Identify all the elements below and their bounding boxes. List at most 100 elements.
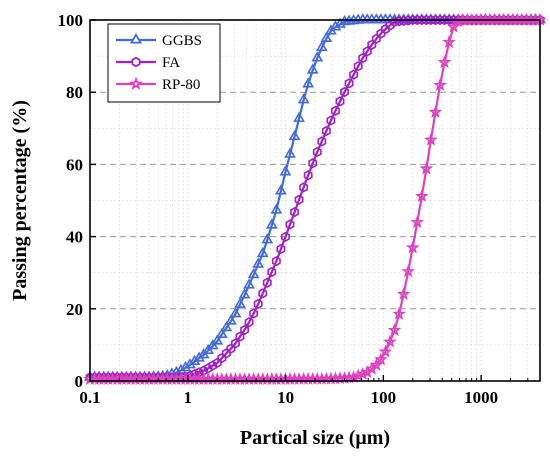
data-point-fa <box>249 308 259 319</box>
data-point-rp-80 <box>419 161 434 175</box>
data-point-ggbs <box>211 334 224 345</box>
data-point-fa <box>326 115 336 126</box>
data-point-fa <box>290 206 299 218</box>
data-point-fa <box>358 52 368 64</box>
y-tick-label: 20 <box>66 300 83 319</box>
data-point-fa <box>317 136 327 147</box>
data-point-fa <box>340 86 349 98</box>
data-point-rp-80 <box>424 132 438 146</box>
data-point-fa <box>303 170 313 181</box>
data-point-fa <box>421 14 431 26</box>
x-tick-label: 1 <box>184 388 193 407</box>
data-point-fa <box>262 277 272 288</box>
data-point-fa <box>208 360 218 371</box>
data-point-fa <box>431 14 440 26</box>
data-point-rp-80 <box>387 323 402 337</box>
data-point-ggbs <box>329 20 342 31</box>
data-point-fa <box>376 28 386 39</box>
data-point-ggbs <box>252 257 265 268</box>
data-point-fa <box>308 158 318 169</box>
data-point-rp-80 <box>396 287 411 300</box>
data-point-ggbs <box>234 297 246 308</box>
data-point-rp-80 <box>374 352 388 366</box>
data-point-ggbs <box>297 93 310 104</box>
data-point-ggbs <box>229 307 242 318</box>
data-point-ggbs <box>256 246 269 258</box>
data-point-rp-80 <box>355 366 370 380</box>
data-point-ggbs <box>270 203 283 214</box>
data-point-fa <box>221 348 231 359</box>
data-point-ggbs <box>275 184 287 195</box>
legend-marker-fa <box>131 56 141 68</box>
data-point-fa <box>240 324 249 336</box>
data-point-fa <box>353 61 363 72</box>
data-point-fa <box>417 14 427 26</box>
data-point-ggbs <box>261 233 274 244</box>
data-point-fa <box>335 96 345 107</box>
data-point-fa <box>321 125 331 137</box>
data-point-ggbs <box>279 165 292 176</box>
y-axis-title: Passing percentage (%) <box>9 100 31 301</box>
y-tick-label: 100 <box>58 11 84 30</box>
legend-label-ggbs: GGBS <box>162 33 202 49</box>
legend: GGBS FA RP-80 <box>107 23 221 103</box>
data-point-ggbs <box>215 327 228 338</box>
data-point-fa <box>331 105 340 116</box>
data-point-ggbs <box>311 51 324 62</box>
legend-label-fa: FA <box>162 55 180 71</box>
data-point-fa <box>235 331 245 342</box>
data-point-ggbs <box>202 343 215 355</box>
data-point-fa <box>217 353 227 364</box>
data-point-ggbs <box>293 111 305 122</box>
data-point-fa <box>212 357 222 369</box>
data-point-fa <box>426 14 436 26</box>
data-point-rp-80 <box>437 55 452 69</box>
data-point-ggbs <box>306 63 319 74</box>
legend-marker-rp-80 <box>128 76 144 90</box>
axis-ticks: 0.1 1 10 100 1000 0 20 40 60 80 100 <box>58 11 529 407</box>
data-point-fa <box>408 14 418 26</box>
legend-label-rp-80: RP-80 <box>162 77 200 93</box>
data-point-ggbs <box>220 321 233 332</box>
data-point-fa <box>253 298 263 310</box>
data-point-ggbs <box>225 314 237 325</box>
data-point-rp-80 <box>428 105 443 118</box>
data-point-ggbs <box>320 31 333 42</box>
x-tick-label: 0.1 <box>79 388 100 407</box>
data-point-ggbs <box>243 278 255 289</box>
data-point-rp-80 <box>446 19 461 33</box>
data-point-rp-80 <box>351 368 365 382</box>
data-point-fa <box>435 14 445 26</box>
data-point-rp-80 <box>433 78 447 91</box>
data-point-fa <box>299 182 309 193</box>
data-point-rp-80 <box>410 215 425 229</box>
data-point-fa <box>385 20 395 31</box>
x-tick-label: 10 <box>277 388 294 407</box>
data-point-fa <box>444 14 454 26</box>
data-point-fa <box>285 219 295 230</box>
data-point-fa <box>349 69 359 80</box>
data-point-fa <box>294 194 304 205</box>
y-tick-label: 80 <box>66 83 83 102</box>
x-tick-label: 100 <box>371 388 397 407</box>
data-point-fa <box>381 23 390 35</box>
data-point-fa <box>244 317 254 328</box>
data-point-fa <box>271 256 281 267</box>
data-point-ggbs <box>284 147 296 158</box>
data-point-fa <box>231 338 240 349</box>
data-point-ggbs <box>265 218 278 229</box>
data-point-fa <box>344 78 354 89</box>
x-tick-label: 1000 <box>464 388 498 407</box>
x-axis-title: Partical size (μm) <box>240 427 390 449</box>
y-tick-label: 0 <box>75 372 84 391</box>
data-point-ggbs <box>315 40 328 52</box>
data-point-fa <box>412 14 422 26</box>
data-point-rp-80 <box>442 35 456 49</box>
data-point-fa <box>440 14 449 26</box>
data-point-fa <box>267 266 277 278</box>
data-point-rp-80 <box>383 334 397 348</box>
y-tick-label: 40 <box>66 228 83 247</box>
y-tick-label: 60 <box>66 155 83 174</box>
data-point-rp-80 <box>405 240 420 254</box>
